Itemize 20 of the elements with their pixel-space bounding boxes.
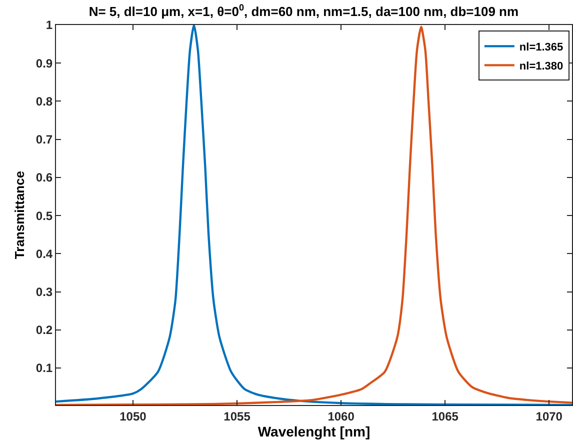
x-tick-label: 1060 xyxy=(328,409,355,424)
y-tick-label: 0.5 xyxy=(36,208,53,223)
y-tick-label: 0.2 xyxy=(36,323,53,338)
x-tick-label: 1050 xyxy=(120,409,147,424)
x-tick-label: 1065 xyxy=(432,409,459,424)
y-tick-label: 0.6 xyxy=(36,170,53,185)
y-tick-label: 0.9 xyxy=(36,56,53,70)
x-tick-label: 1070 xyxy=(536,409,563,424)
legend-label: nl=1.365 xyxy=(519,41,564,54)
y-tick-label: 0.3 xyxy=(36,285,53,299)
y-tick-label: 0.8 xyxy=(36,94,53,108)
y-tick-label: 0.7 xyxy=(36,132,53,147)
y-axis-title: Transmittance xyxy=(12,170,27,260)
x-tick-label: 1055 xyxy=(224,409,251,424)
y-tick-label: 0.4 xyxy=(36,246,53,261)
chart-title: N= 5, dl=10 μm, x=1, θ=0$^{0}$, dm=60 nm, nm=1.5, da=100 nm, db=109 nm xyxy=(88,2,519,19)
y-tick-label: 0.1 xyxy=(36,361,53,376)
x-axis-title: Wavelenght [nm] xyxy=(258,423,370,440)
y-tick-label: 1 xyxy=(46,18,53,32)
legend-label: nl=1.380 xyxy=(519,60,564,72)
